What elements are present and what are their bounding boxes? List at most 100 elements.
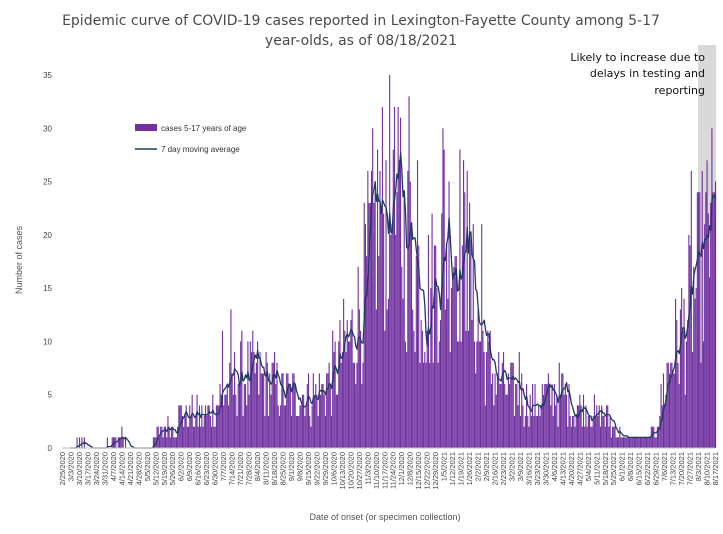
- case-bar: [464, 192, 466, 448]
- case-bar: [400, 117, 402, 448]
- case-bar: [169, 437, 171, 448]
- case-bar: [237, 384, 239, 448]
- case-bar: [585, 405, 587, 448]
- case-bar: [437, 362, 439, 448]
- case-bar: [473, 341, 476, 448]
- x-tick-label: 3/23/2021: [533, 452, 542, 485]
- case-bar: [367, 170, 369, 448]
- case-bar: [612, 426, 614, 448]
- case-bar: [309, 416, 311, 448]
- case-bar: [444, 309, 446, 448]
- case-bar: [435, 245, 437, 448]
- case-bar: [596, 405, 598, 448]
- case-bar: [476, 341, 478, 448]
- case-bar: [455, 256, 457, 448]
- case-bar: [654, 437, 656, 448]
- x-tick-label: 3/2/2021: [508, 452, 517, 481]
- x-tick-label: 6/29/2021: [652, 452, 661, 485]
- case-bar: [470, 234, 472, 448]
- case-bar: [277, 405, 279, 448]
- case-bar: [380, 213, 382, 448]
- case-bar: [419, 362, 421, 448]
- case-bar: [532, 384, 534, 448]
- y-tick-label: 0: [48, 444, 53, 453]
- x-tick-label: 5/25/2021: [609, 452, 618, 485]
- case-bar: [550, 405, 552, 448]
- case-bar: [425, 362, 427, 448]
- case-bar: [469, 202, 471, 448]
- case-bar: [368, 202, 370, 448]
- case-bar: [247, 341, 249, 448]
- x-tick-label: 7/13/2021: [669, 452, 678, 485]
- case-bar: [168, 426, 170, 448]
- case-bar: [198, 405, 201, 448]
- case-bar: [223, 405, 225, 448]
- case-bar: [557, 426, 559, 448]
- case-bar: [630, 437, 632, 448]
- case-bar: [81, 437, 83, 448]
- x-tick-label: 3/10/2020: [75, 452, 84, 485]
- case-bar: [333, 352, 335, 448]
- case-bar: [708, 277, 711, 448]
- case-bar: [163, 426, 165, 448]
- case-bar: [605, 405, 608, 448]
- case-bar: [353, 362, 356, 448]
- case-bar: [574, 426, 576, 448]
- case-bar: [361, 384, 363, 448]
- case-bar: [656, 426, 658, 448]
- case-bar: [278, 416, 280, 448]
- chart-title-line2: year-olds, as of 08/18/2021: [265, 33, 457, 49]
- case-bar: [487, 330, 489, 448]
- case-bar: [488, 341, 490, 448]
- case-bar: [202, 426, 204, 448]
- case-bar: [713, 192, 715, 448]
- case-bar: [351, 309, 353, 448]
- x-tick-label: 11/24/2020: [389, 452, 398, 489]
- x-tick-label: 9/15/2020: [304, 452, 313, 485]
- case-bar: [166, 437, 168, 448]
- x-tick-label: 5/18/2021: [601, 452, 610, 485]
- case-bar: [284, 405, 287, 448]
- case-bar: [610, 437, 612, 448]
- case-bar: [567, 426, 569, 448]
- case-bar: [496, 373, 499, 448]
- x-tick-label: 7/7/2020: [219, 452, 228, 481]
- case-bar: [569, 416, 571, 448]
- case-bar: [519, 416, 522, 448]
- case-bar: [407, 170, 409, 448]
- case-bar: [453, 266, 455, 448]
- case-bar: [688, 234, 690, 448]
- case-bar: [706, 160, 708, 448]
- case-bar: [613, 426, 615, 448]
- case-bar: [208, 405, 210, 448]
- case-bar: [553, 384, 555, 448]
- x-tick-label: 1/19/2021: [457, 452, 466, 485]
- case-bar: [673, 373, 675, 448]
- case-bar: [358, 309, 360, 448]
- case-bar: [685, 341, 688, 448]
- case-bar: [301, 394, 303, 448]
- case-bar: [704, 224, 706, 448]
- case-bar: [276, 362, 278, 448]
- case-bar: [614, 426, 616, 448]
- x-tick-label: 5/19/2020: [160, 452, 169, 485]
- case-bar: [329, 384, 331, 448]
- x-tick-label: 11/10/2020: [372, 452, 381, 489]
- case-bar: [214, 426, 216, 448]
- case-bar: [580, 405, 582, 448]
- case-bar: [621, 437, 623, 448]
- case-bar: [576, 405, 578, 448]
- case-bar: [267, 416, 270, 448]
- case-bar: [504, 384, 506, 448]
- case-bar: [312, 373, 314, 448]
- case-bar: [390, 234, 392, 448]
- case-bar: [307, 373, 310, 448]
- case-bar: [534, 384, 536, 448]
- case-bar: [355, 384, 357, 448]
- case-bar: [318, 373, 320, 448]
- case-bar: [507, 373, 509, 448]
- case-bar: [257, 341, 259, 448]
- case-bar: [609, 416, 611, 448]
- case-bar: [415, 256, 417, 448]
- case-bar: [439, 320, 442, 448]
